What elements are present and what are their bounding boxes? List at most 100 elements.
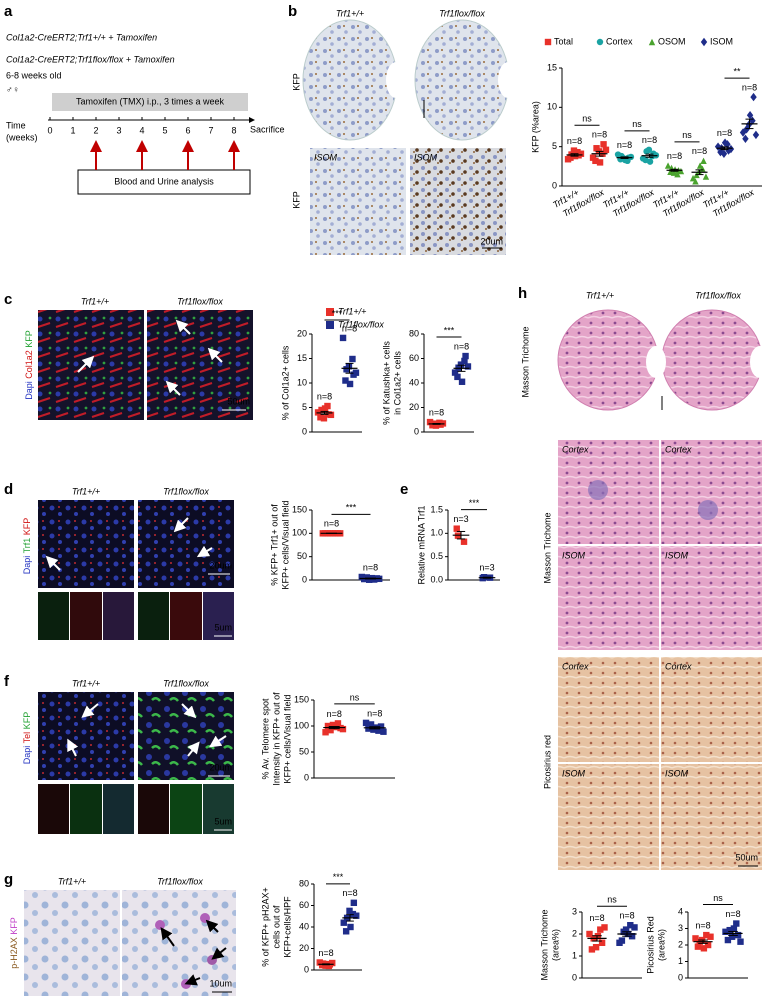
region-label: Cortex: [665, 444, 692, 454]
scale-label: 5um: [214, 622, 232, 632]
cell: [207, 955, 217, 965]
significance-label: ns: [582, 114, 592, 124]
y-tick-label: 3: [678, 923, 683, 933]
y-tick-label: 0: [414, 426, 419, 436]
stain: KFP: [9, 917, 19, 935]
n-label: n=8: [667, 151, 682, 161]
data-point: [745, 120, 753, 129]
data-point: [596, 159, 604, 166]
stain-label: Dapi Trf1 KFP: [22, 518, 32, 575]
n-label: n=3: [453, 514, 468, 524]
data-point: [726, 926, 733, 934]
y-tick-label: 15: [297, 353, 307, 363]
stain-label: KFP: [291, 73, 301, 91]
data-point: [349, 355, 356, 363]
stain: Col1a2: [24, 350, 34, 379]
micrograph: [122, 890, 236, 996]
stain: Dapi: [22, 556, 32, 575]
data-point: [592, 944, 600, 951]
region-label: ISOM: [665, 768, 689, 778]
arrow: [173, 517, 189, 533]
chart: 0 50 100 150 % KFP+ Trf1+ out of KFP+ cells/V…: [269, 500, 390, 590]
hilum: [498, 62, 518, 98]
kidney-image: [661, 309, 763, 411]
hilum: [750, 346, 770, 378]
data-point: [458, 378, 466, 385]
data-point: [362, 719, 370, 727]
week-label: 2: [93, 125, 98, 135]
panel-label: h: [518, 285, 527, 302]
significance-label: ns: [713, 893, 723, 903]
data-point: [743, 125, 750, 134]
micrograph: [170, 784, 202, 834]
data-point: [464, 363, 472, 370]
data-point: [339, 334, 347, 342]
data-point: [324, 722, 332, 730]
arrow: [211, 947, 227, 960]
y-axis-label: in Col1a2+ cells: [392, 351, 402, 415]
data-point: [696, 162, 704, 169]
column-label: Trf1+/+: [586, 290, 614, 300]
panel-label: c: [4, 291, 12, 308]
data-point: [627, 922, 634, 929]
y-tick-label: 0: [572, 972, 577, 982]
significance-label: ***: [469, 498, 480, 508]
y-tick-label: 80: [409, 328, 419, 338]
y-axis-label: % of Col1a2+ cells: [280, 345, 290, 420]
legend-label: OSOM: [658, 36, 686, 46]
data-point: [334, 720, 342, 727]
y-axis-label: % KFP+ Trf1+ out of: [269, 504, 279, 586]
column-label: Trf1+/+: [72, 486, 100, 496]
data-point: [714, 142, 722, 151]
n-label: n=8: [695, 920, 710, 930]
data-point: [352, 369, 360, 376]
y-axis-label: % of KFP+ pH2AX+: [260, 887, 270, 967]
data-point: [598, 939, 606, 946]
analysis-box: [77, 169, 251, 195]
n-label: n=8: [367, 708, 382, 718]
data-point: [742, 134, 749, 143]
data-point: [345, 363, 353, 370]
panel-label: b: [288, 3, 297, 20]
week-label: 4: [139, 125, 144, 135]
stain-label: Dapi Tel KFP: [22, 712, 32, 764]
data-point: [730, 925, 738, 932]
data-point: [350, 899, 358, 907]
y-tick-label: 0: [302, 426, 307, 436]
panel-b: b Trf1+/+ Trf1flox/flox KFP KFP ISOM ISO…: [288, 3, 518, 255]
micrograph: [203, 784, 234, 834]
y-tick-label: 2: [678, 939, 683, 949]
y-tick-label: 5: [302, 402, 307, 412]
legend-label: ISOM: [710, 36, 733, 46]
column-label: Trf1+/+: [336, 8, 364, 18]
data-point: [380, 728, 387, 735]
data-point: [327, 726, 334, 734]
kidney-image: [414, 19, 510, 141]
micrograph: [661, 764, 762, 870]
panel-label: d: [4, 481, 13, 498]
y-tick-label: 50: [299, 746, 309, 756]
significance-label: ***: [333, 872, 344, 882]
week-label: 3: [116, 125, 121, 135]
kidney-image: [557, 309, 659, 411]
data-point: [733, 920, 740, 927]
y-tick-label: 15: [547, 62, 557, 72]
micrograph: [310, 148, 406, 255]
data-point: [600, 141, 607, 148]
y-tick-label: 20: [299, 943, 309, 953]
arrow: [207, 347, 223, 363]
arrow: [67, 738, 79, 757]
stain: KFP: [22, 518, 32, 536]
data-point: [367, 721, 375, 728]
significance-label: ns: [632, 119, 642, 129]
data-point: [342, 377, 349, 384]
micrograph: [558, 440, 659, 544]
n-label: n=8: [592, 130, 607, 140]
region-label: ISOM: [314, 152, 338, 162]
y-axis-label: Masson Trichome: [539, 909, 549, 980]
data-point: [722, 928, 729, 935]
data-point: [346, 380, 354, 388]
data-point: [577, 150, 585, 157]
data-point: [703, 931, 710, 939]
